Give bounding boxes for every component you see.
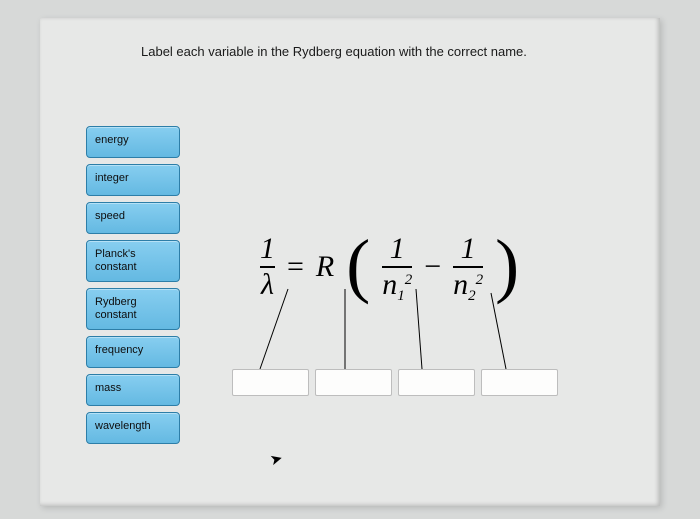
R-constant: R (316, 250, 334, 284)
chip-label: integer (95, 172, 129, 184)
chip-frequency[interactable]: frequency (86, 336, 180, 368)
chip-label: speed (95, 210, 125, 222)
chip-wavelength[interactable]: wavelength (86, 412, 180, 444)
numerator-one: 1 (390, 234, 405, 264)
chip-energy[interactable]: energy (86, 126, 180, 158)
dropzone-n2[interactable] (481, 369, 558, 396)
denominator-n2: n22 (453, 270, 483, 300)
numerator-one: 1 (461, 234, 476, 264)
denominator-lambda: λ (261, 270, 274, 300)
equals-sign: = (287, 250, 304, 284)
denominator-n1: n12 (382, 270, 412, 300)
chip-label: Rydberg constant (95, 296, 137, 321)
chip-label: wavelength (95, 420, 151, 432)
dropzone-row (232, 369, 558, 396)
dropzone-n1[interactable] (398, 369, 475, 396)
chip-mass[interactable]: mass (86, 374, 180, 406)
minus-sign: − (424, 250, 441, 284)
chip-speed[interactable]: speed (86, 202, 180, 234)
chip-label: Planck's constant (95, 248, 137, 273)
chip-plancks[interactable]: Planck's constant (86, 240, 180, 282)
frac-one-over-n2sq: 1 n22 (453, 234, 483, 300)
cursor-icon: ➤ (268, 449, 285, 470)
prompt-text: Label each variable in the Rydberg equat… (141, 44, 527, 59)
dropzone-R[interactable] (315, 369, 392, 396)
chip-label: mass (95, 382, 121, 394)
label-palette: energy integer speed Planck's constant R… (86, 126, 180, 444)
chip-label: energy (95, 134, 129, 146)
rydberg-equation: 1 λ = R ( 1 n12 − 1 n22 ) (260, 234, 519, 300)
frac-one-over-lambda: 1 λ (260, 234, 275, 300)
chip-integer[interactable]: integer (86, 164, 180, 196)
worksheet-panel: Label each variable in the Rydberg equat… (40, 18, 660, 506)
dropzone-lambda[interactable] (232, 369, 309, 396)
chip-rydberg[interactable]: Rydberg constant (86, 288, 180, 330)
frac-one-over-n1sq: 1 n12 (382, 234, 412, 300)
chip-label: frequency (95, 344, 143, 356)
numerator-one: 1 (260, 234, 275, 264)
